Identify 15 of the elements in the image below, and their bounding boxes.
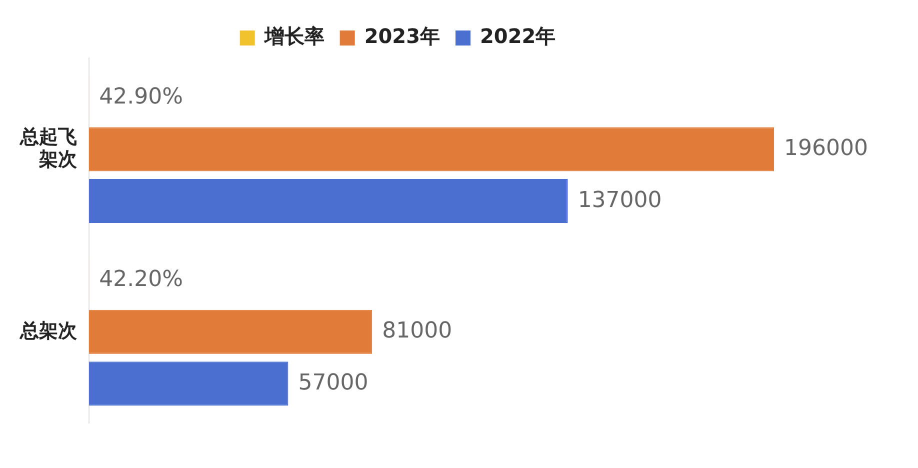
y-tick-label: 总架次 — [19, 320, 78, 342]
data-label: 42.90% — [99, 84, 184, 110]
data-label: 42.20% — [99, 266, 184, 292]
data-label: 196000 — [784, 136, 868, 162]
y-tick-label: 总起飞架次 — [19, 126, 78, 171]
data-label: 81000 — [382, 318, 452, 344]
legend-label: 增长率 — [263, 24, 324, 48]
bar — [89, 310, 372, 354]
bar — [89, 179, 568, 224]
legend-label: 2022年 — [480, 24, 556, 48]
legend-label: 2023年 — [364, 24, 440, 48]
bar — [89, 127, 774, 172]
data-label: 57000 — [298, 370, 368, 396]
bar — [89, 362, 288, 406]
data-label: 137000 — [578, 188, 662, 213]
